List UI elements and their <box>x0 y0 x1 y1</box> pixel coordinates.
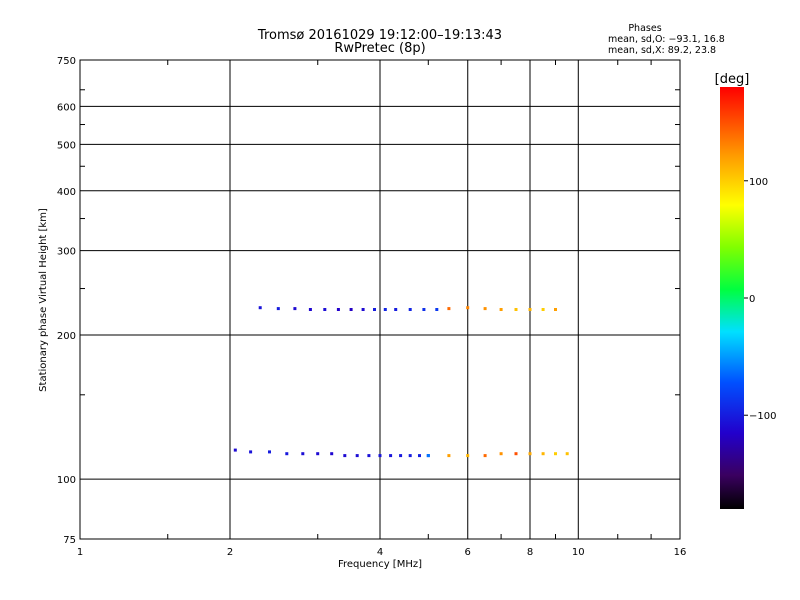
x-tick-label: 8 <box>527 547 533 558</box>
y-tick-label: 600 <box>57 102 76 113</box>
data-point <box>447 307 451 311</box>
axis-ticks: 1 2 4 6 8 10 16 75 100 200 300 400 500 600 750 <box>57 56 686 558</box>
plot-frame <box>79 59 681 540</box>
data-point <box>361 308 365 311</box>
data-point <box>249 450 253 454</box>
x-tick-label: 4 <box>377 547 383 558</box>
data-point <box>233 448 237 452</box>
data-points <box>233 306 569 458</box>
data-point <box>528 308 532 311</box>
data-point <box>301 452 305 456</box>
colorbar-label: [deg] <box>715 72 750 87</box>
stats-x-line: mean, sd,X: 89.2, 23.8 <box>608 45 716 56</box>
y-tick-label: 75 <box>63 535 76 546</box>
y-tick-label: 500 <box>57 140 76 151</box>
data-point <box>330 452 334 456</box>
colorbar <box>720 87 744 509</box>
data-point <box>336 308 340 311</box>
x-tick-label: 1 <box>77 547 83 558</box>
y-tick-label: 400 <box>57 187 76 198</box>
data-point <box>499 452 503 456</box>
data-point <box>383 308 387 311</box>
data-point <box>408 454 412 458</box>
colorbar-tick-label: −100 <box>749 411 776 422</box>
data-point <box>447 454 451 458</box>
data-point <box>426 454 430 458</box>
data-point <box>276 307 280 311</box>
y-tick-label: 100 <box>57 475 76 486</box>
data-point <box>528 452 532 456</box>
stats-heading: Phases <box>628 23 661 34</box>
data-point <box>308 308 312 311</box>
grid-lines <box>80 60 680 539</box>
x-tick-label: 2 <box>227 547 233 558</box>
chart-title: Tromsø 20161029 19:12:00–19:13:43 <box>257 28 502 43</box>
data-point <box>349 308 353 311</box>
data-point <box>422 308 426 311</box>
x-axis-label: Frequency [MHz] <box>338 559 422 570</box>
data-point <box>541 452 545 456</box>
data-point <box>323 308 327 311</box>
data-point <box>268 450 271 454</box>
data-point <box>367 454 371 458</box>
data-point <box>483 307 487 311</box>
data-point <box>466 454 470 458</box>
data-point <box>541 308 545 311</box>
data-point <box>399 454 403 458</box>
y-tick-label: 200 <box>57 331 76 342</box>
data-point <box>293 307 297 311</box>
data-point <box>565 452 569 456</box>
data-point <box>394 308 398 311</box>
data-point <box>554 452 557 456</box>
data-point <box>499 308 503 311</box>
data-point <box>316 452 320 456</box>
colorbar-ticks: 100 0 −100 <box>744 177 776 422</box>
data-point <box>466 306 470 310</box>
colorbar-tick-label: 100 <box>749 177 768 188</box>
data-point <box>408 308 412 311</box>
data-point <box>378 454 382 458</box>
x-tick-label: 10 <box>572 547 585 558</box>
y-tick-label: 300 <box>57 247 76 258</box>
data-point <box>373 308 376 311</box>
data-point <box>418 454 421 458</box>
y-axis-label: Stationary phase Virtual Height [km] <box>38 208 49 392</box>
y-tick-label: 750 <box>57 56 76 67</box>
data-point <box>285 452 289 456</box>
data-point <box>389 454 393 458</box>
data-point <box>514 308 518 311</box>
data-point <box>514 452 518 456</box>
chart-subtitle: RwPretec (8p) <box>334 41 425 56</box>
data-point <box>343 454 347 458</box>
data-point <box>483 454 487 458</box>
data-point <box>554 308 557 311</box>
stats-o-line: mean, sd,O: −93.1, 16.8 <box>608 34 725 45</box>
x-tick-label: 6 <box>465 547 471 558</box>
colorbar-tick-label: 0 <box>749 294 755 305</box>
x-tick-label: 16 <box>674 547 687 558</box>
data-point <box>355 454 359 458</box>
data-point <box>435 308 439 311</box>
data-point <box>258 306 262 310</box>
